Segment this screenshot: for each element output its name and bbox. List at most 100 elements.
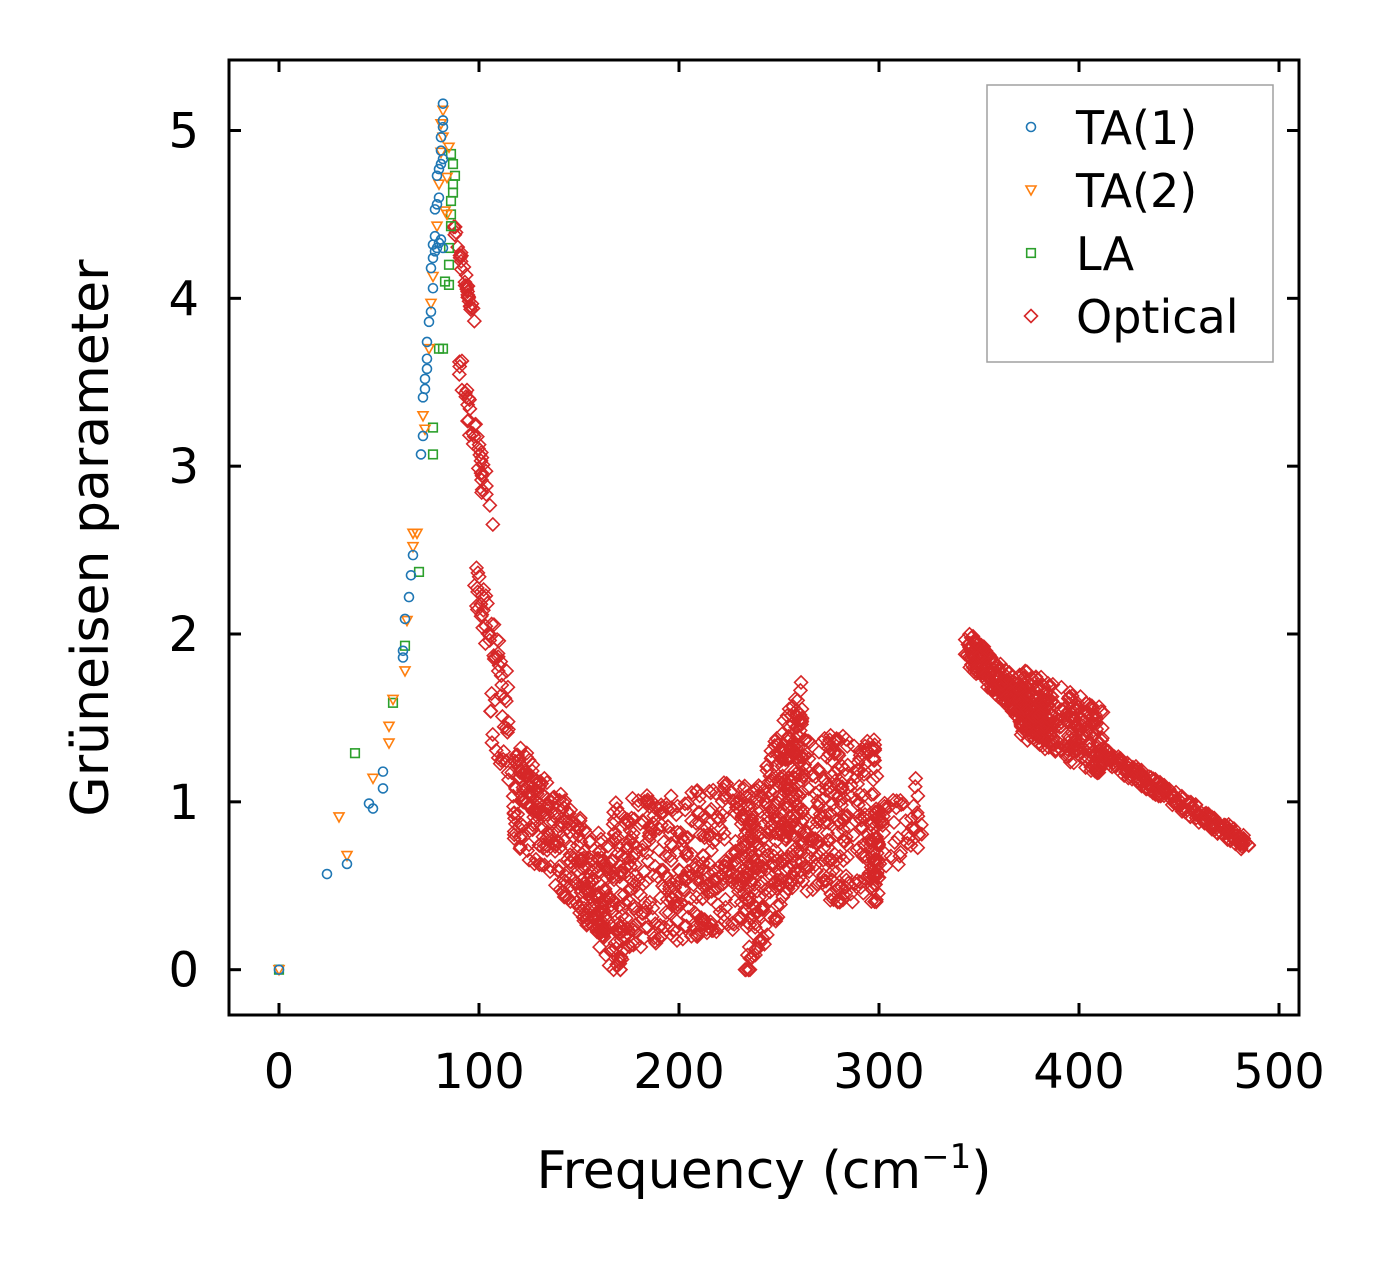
data-point <box>471 569 487 585</box>
data-point <box>600 838 616 854</box>
data-point <box>478 618 494 634</box>
data-point <box>865 772 881 788</box>
data-point <box>611 919 627 935</box>
data-point <box>1181 807 1197 823</box>
data-point <box>430 221 444 233</box>
data-point <box>418 424 432 436</box>
data-point <box>992 656 1009 672</box>
data-point <box>641 807 658 823</box>
data-point <box>759 927 775 943</box>
data-point <box>612 962 628 978</box>
data-point <box>788 839 805 856</box>
data-point <box>447 227 463 243</box>
data-point <box>676 882 692 898</box>
data-point <box>767 825 783 841</box>
data-point <box>740 886 756 902</box>
data-point <box>959 647 975 663</box>
data-point <box>483 703 499 719</box>
data-point <box>717 787 733 803</box>
data-point <box>622 822 638 838</box>
data-point <box>987 681 1003 698</box>
data-point <box>583 889 599 905</box>
data-point <box>519 745 535 761</box>
data-point <box>871 836 887 852</box>
data-point <box>700 885 716 901</box>
data-point <box>849 776 866 792</box>
data-point <box>826 744 843 760</box>
data-point <box>559 820 576 836</box>
legend-marker-ta-2- <box>1024 185 1038 197</box>
data-point <box>800 860 816 876</box>
data-point <box>581 875 597 891</box>
data-point <box>349 748 361 759</box>
data-point <box>679 848 695 864</box>
data-point <box>658 904 674 921</box>
data-point <box>435 145 447 156</box>
data-point <box>769 897 785 914</box>
data-point <box>437 121 449 133</box>
data-point <box>899 835 915 851</box>
data-point <box>703 842 720 858</box>
data-point <box>626 898 642 914</box>
data-point <box>620 849 636 865</box>
data-point <box>539 829 556 845</box>
data-point <box>837 762 853 778</box>
data-point <box>1077 759 1094 776</box>
data-point <box>643 820 660 837</box>
data-point <box>550 834 566 851</box>
data-point <box>608 795 624 811</box>
data-point <box>910 788 926 804</box>
data-point <box>630 872 646 889</box>
data-point <box>1025 726 1042 742</box>
data-point <box>677 796 693 812</box>
data-point <box>1012 695 1029 711</box>
data-point <box>966 635 983 651</box>
data-point <box>1151 788 1167 804</box>
data-point <box>863 893 879 910</box>
data-point <box>512 769 528 785</box>
data-point <box>593 924 609 941</box>
y-tick-label: 1 <box>168 775 199 831</box>
data-point <box>512 830 529 846</box>
y-tick-label: 4 <box>168 271 199 327</box>
data-point <box>708 785 724 802</box>
data-point <box>459 283 476 300</box>
data-point <box>425 306 437 318</box>
data-point <box>759 757 775 773</box>
data-point <box>775 768 791 784</box>
data-point <box>789 727 806 744</box>
data-point <box>1045 676 1061 693</box>
data-point <box>453 244 469 261</box>
data-point <box>582 833 598 849</box>
data-point <box>720 916 736 933</box>
data-point <box>742 873 758 889</box>
data-point <box>757 841 773 857</box>
data-point <box>642 894 658 910</box>
data-point <box>836 811 852 828</box>
data-point <box>822 866 838 882</box>
data-point <box>1016 699 1033 715</box>
data-point <box>866 865 883 881</box>
data-point <box>750 860 767 876</box>
data-point <box>1196 815 1213 831</box>
data-point <box>496 719 512 735</box>
data-point <box>442 142 456 154</box>
data-point <box>581 860 597 876</box>
data-point <box>592 939 608 955</box>
data-point <box>598 861 614 877</box>
data-point <box>717 891 734 907</box>
data-point <box>868 805 884 822</box>
data-point <box>1084 724 1100 740</box>
data-point <box>556 877 572 894</box>
data-point <box>1026 682 1042 698</box>
data-point <box>561 890 577 906</box>
data-point <box>669 824 685 840</box>
data-point <box>493 667 509 684</box>
data-point <box>506 827 522 843</box>
data-point <box>861 832 877 848</box>
data-point <box>868 831 884 848</box>
data-point <box>487 692 503 708</box>
data-point <box>886 814 902 831</box>
data-point <box>446 219 462 235</box>
data-point <box>782 739 798 755</box>
